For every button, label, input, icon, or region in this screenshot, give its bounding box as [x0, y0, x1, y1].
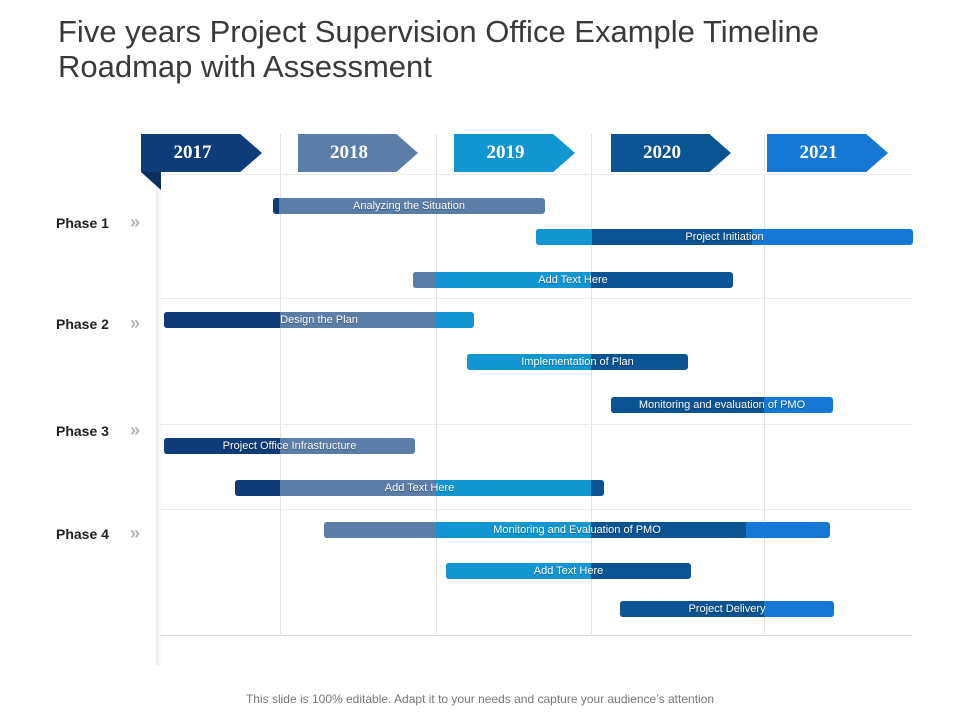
grid-row-line — [160, 298, 912, 299]
phase-2: Phase 2 » — [56, 313, 140, 333]
bar-project-initiation: Project Initiation — [536, 229, 913, 245]
bar-design-the-plan: Design the Plan — [164, 312, 474, 328]
bar-add-text-here-3: Add Text Here — [446, 563, 691, 579]
bar-label: Add Text Here — [538, 274, 608, 286]
bar-add-text-here-1: Add Text Here — [413, 272, 733, 288]
grid-divider-2021 — [764, 134, 765, 634]
bar-label: Add Text Here — [533, 565, 604, 577]
chevron-right-icon: » — [130, 420, 141, 440]
bar-label: Analyzing the Situation — [353, 200, 465, 212]
bar-monitoring-and-evaluation-1: Monitoring and evaluation of PMO — [611, 397, 833, 413]
grid-divider-2019 — [436, 134, 437, 634]
page-title: Five years Project Supervision Office Ex… — [58, 14, 819, 84]
bar-project-office-infrastructure: Project Office Infrastructure — [164, 438, 415, 454]
bar-analyzing-the-situation: Analyzing the Situation — [273, 198, 545, 214]
footer-note: This slide is 100% editable. Adapt it to… — [245, 692, 715, 706]
phase-3: Phase 3 » — [56, 420, 140, 440]
bar-label: Implementation of Plan — [521, 356, 634, 368]
year-2020: 2020 — [611, 134, 731, 172]
grid-divider-2018 — [280, 134, 281, 634]
bar-implementation-of-plan: Implementation of Plan — [467, 354, 688, 370]
phase-4: Phase 4 » — [56, 523, 140, 543]
phase-label: Phase 4 — [56, 526, 109, 542]
grid-row-line — [160, 424, 912, 425]
grid-row-line — [160, 174, 912, 175]
year-2018: 2018 — [298, 134, 418, 172]
grid-left-shadow — [156, 185, 162, 665]
grid-row-line — [160, 509, 912, 510]
bar-label: Monitoring and Evaluation of PMO — [493, 524, 661, 536]
bar-label: Project Delivery — [688, 603, 766, 615]
chevron-right-icon: » — [130, 523, 141, 543]
phase-1: Phase 1 » — [56, 212, 140, 232]
grid-divider-2020 — [591, 134, 592, 634]
phase-label: Phase 2 — [56, 316, 109, 332]
year-2017: 2017 — [141, 134, 262, 172]
timeline-grid — [160, 172, 912, 636]
chevron-right-icon: » — [130, 212, 141, 232]
bar-label: Monitoring and evaluation of PMO — [638, 399, 806, 411]
phase-label: Phase 3 — [56, 423, 109, 439]
bar-label: Project Office Infrastructure — [222, 440, 357, 452]
bar-label: Project Initiation — [685, 231, 764, 243]
bar-add-text-here-2: Add Text Here — [235, 480, 604, 496]
phase-label: Phase 1 — [56, 215, 109, 231]
bar-label: Design the Plan — [280, 314, 358, 326]
year-2019: 2019 — [454, 134, 575, 172]
bar-monitoring-and-evaluation-2: Monitoring and Evaluation of PMO — [324, 522, 830, 538]
chevron-right-icon: » — [130, 313, 141, 333]
bar-project-delivery: Project Delivery — [620, 601, 834, 617]
year-2021: 2021 — [767, 134, 888, 172]
bar-label: Add Text Here — [384, 482, 455, 494]
